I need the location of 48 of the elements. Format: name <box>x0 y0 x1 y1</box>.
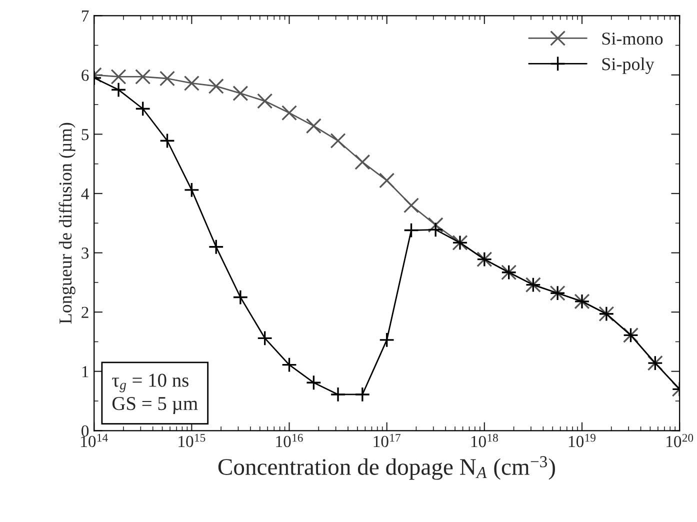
point <box>428 217 444 233</box>
point <box>428 222 444 238</box>
x-tick-label: 10$^{16}$ <box>276 434 303 448</box>
point <box>110 68 126 84</box>
point <box>232 289 248 306</box>
y-axis-title: Longueur de diffusion (µm) <box>58 122 76 324</box>
point <box>159 70 176 86</box>
point <box>379 332 395 348</box>
x-tick-label: 10$^{20}$ <box>666 434 694 448</box>
y-tick-label: 2 <box>82 306 88 318</box>
legend-label: Si-mono <box>602 32 663 45</box>
x-tick-label: 10$^{18}$ <box>471 434 498 448</box>
legend-label: Si-poly <box>602 58 654 74</box>
y-tick-label: 4 <box>81 188 89 200</box>
y-tick-label: 3 <box>82 248 89 259</box>
point <box>184 182 200 198</box>
y-tick-label: 1 <box>82 366 88 378</box>
point <box>110 82 126 98</box>
annotation: τ$_{g}$ = 10 ns <box>112 374 188 392</box>
point <box>354 154 370 170</box>
x-tick-label: 10$^{19}$ <box>568 434 596 448</box>
y-tick-label: 0 <box>82 425 89 437</box>
point <box>135 100 151 117</box>
annotation: GS = 5 µm <box>112 397 198 414</box>
point <box>184 75 200 92</box>
point <box>208 239 224 255</box>
point <box>208 78 224 94</box>
point <box>306 118 322 134</box>
point <box>281 105 298 121</box>
point <box>281 357 298 373</box>
y-tick-label: 7 <box>82 10 89 22</box>
point <box>135 68 151 84</box>
point <box>403 222 420 238</box>
point <box>330 132 346 149</box>
point <box>354 386 370 402</box>
point <box>330 386 346 402</box>
x-tick-label: 10$^{17}$ <box>374 434 400 448</box>
point <box>159 132 176 149</box>
point <box>257 93 273 109</box>
point <box>403 198 420 214</box>
x-tick-label: 10$^{15}$ <box>178 434 206 448</box>
point <box>232 86 248 102</box>
point <box>379 172 395 188</box>
x-axis-title: Concentration de dopage N$_{A}$ (cm$^{−3}$) <box>218 456 555 480</box>
point <box>257 330 273 346</box>
y-tick-label: 6 <box>82 70 89 81</box>
point <box>306 374 322 390</box>
y-tick-label: 5 <box>82 129 89 140</box>
